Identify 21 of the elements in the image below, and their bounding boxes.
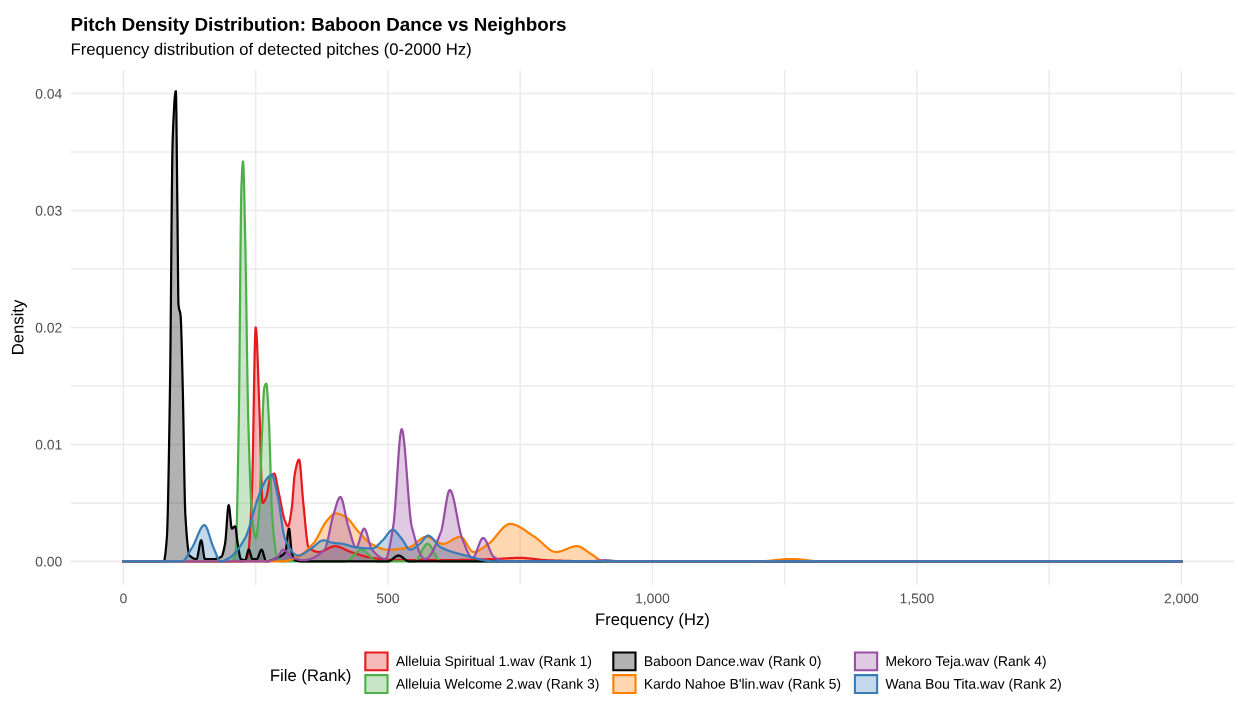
x-tick-label: 0: [120, 593, 127, 604]
y-axis-title: Density: [11, 299, 27, 354]
y-tick-label: 0.01: [35, 439, 62, 450]
y-tick-label: 0.00: [35, 556, 62, 567]
chart-subtitle: Frequency distribution of detected pitches (0-2000 Hz): [71, 42, 471, 59]
x-axis-title: Frequency (Hz): [596, 612, 709, 629]
x-tick-label: 500: [376, 593, 399, 604]
y-tick-label: 0.02: [35, 322, 62, 333]
legend-label: Alleluia Spiritual 1.wav (Rank 1): [395, 655, 592, 669]
legend-label: Baboon Dance.wav (Rank 0): [644, 655, 821, 669]
legend-label: Alleluia Welcome 2.wav (Rank 3): [395, 678, 599, 692]
x-tick-label: 1,000: [636, 593, 670, 605]
y-tick-label: 0.04: [35, 88, 62, 99]
legend-label: Kardo Nahoe B'lin.wav (Rank 5): [644, 678, 841, 692]
legend-label: Wana Bou Tita.wav (Rank 2): [885, 678, 1061, 692]
legend-title: File (Rank): [271, 668, 351, 685]
x-tick-label: 2,000: [1164, 593, 1199, 605]
chart-title: Pitch Density Distribution: Baboon Dance vs Neighbors: [71, 17, 566, 35]
x-tick-label: 1,500: [900, 593, 934, 605]
legend-label: Mekoro Teja.wav (Rank 4): [886, 655, 1046, 669]
y-tick-label: 0.03: [35, 205, 62, 216]
